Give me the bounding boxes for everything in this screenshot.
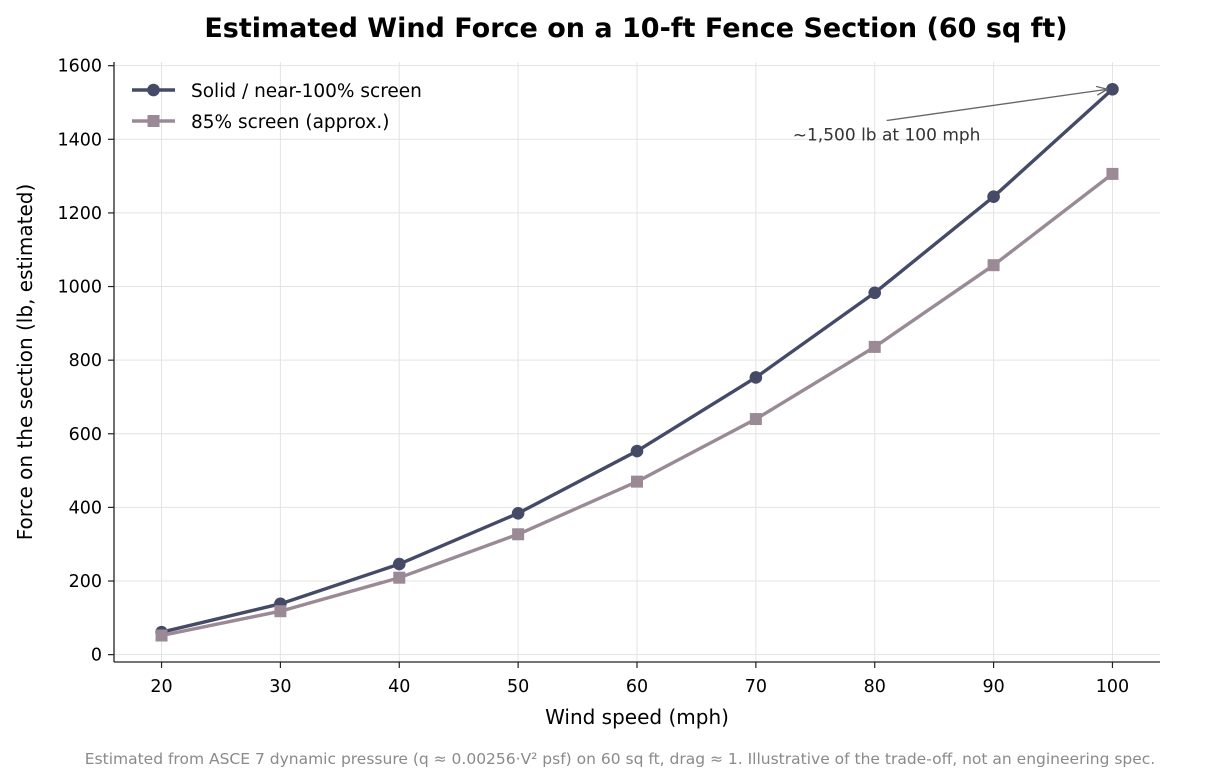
x-tick-label-20: 20 [150,677,172,697]
series-0-point-50 [511,506,525,520]
x-tick-label-80: 80 [864,677,886,697]
x-tick-label-40: 40 [388,677,410,697]
footnote: Estimated from ASCE 7 dynamic pressure (… [85,750,1155,768]
legend: Solid / near-100% screen 85% screen (appr… [132,81,422,133]
series-1-point-100 [1106,167,1119,180]
y-tick-label-1400: 1400 [57,130,102,150]
legend-label-1: 85% screen (approx.) [191,112,389,133]
y-tick-label-1200: 1200 [57,204,102,224]
x-axis-label: Wind speed (mph) [545,705,729,729]
legend-label-0: Solid / near-100% screen [191,81,422,102]
series-0-point-90 [987,190,1000,204]
legend-marker-0 [147,83,160,97]
y-axis-ticks: 0 200 400 600 800 1000 1200 1400 1600 [57,57,114,666]
y-tick-label-400: 400 [69,498,102,518]
series-1 [155,167,1119,642]
annotation-arrow [886,89,1108,122]
x-axis-ticks: 20 30 40 50 60 70 80 90 100 [150,662,1129,697]
series-0-point-70 [749,371,763,384]
annotation-label: ~1,500 lb at 100 mph [793,126,981,146]
y-tick-label-200: 200 [69,572,102,592]
series-1-point-40 [393,571,406,584]
x-tick-label-90: 90 [982,677,1004,697]
y-tick-label-1000: 1000 [57,278,102,298]
data-series [155,82,1119,642]
x-tick-label-100: 100 [1096,677,1129,697]
series-1-point-30 [274,605,287,618]
y-axis-label: Force on the section (lb, estimated) [13,184,37,541]
legend-marker-1 [147,115,160,127]
y-tick-label-800: 800 [69,351,102,371]
x-tick-label-60: 60 [626,677,648,697]
legend-entry-0: Solid / near-100% screen [132,81,422,102]
series-1-point-20 [155,629,168,642]
y-tick-label-1600: 1600 [57,57,102,77]
series-0 [155,82,1119,639]
series-1-point-50 [512,528,525,541]
y-tick-label-0: 0 [91,646,102,666]
x-tick-label-30: 30 [269,677,291,697]
series-0-point-80 [868,286,882,300]
x-tick-label-50: 50 [507,677,529,697]
series-1-point-60 [631,475,643,488]
gridlines [114,62,1160,662]
legend-entry-1: 85% screen (approx.) [132,112,389,133]
x-tick-label-70: 70 [745,677,767,697]
chart-title: Estimated Wind Force on a 10-ft Fence Se… [204,13,1067,44]
series-1-point-80 [868,340,881,353]
series-1-point-70 [749,413,762,426]
annotation: ~1,500 lb at 100 mph [793,89,1108,146]
series-0-point-60 [630,444,644,458]
series-0-point-40 [392,557,406,571]
series-0-point-100 [1106,82,1119,96]
y-tick-label-600: 600 [69,425,102,445]
series-1-point-90 [987,259,1000,272]
